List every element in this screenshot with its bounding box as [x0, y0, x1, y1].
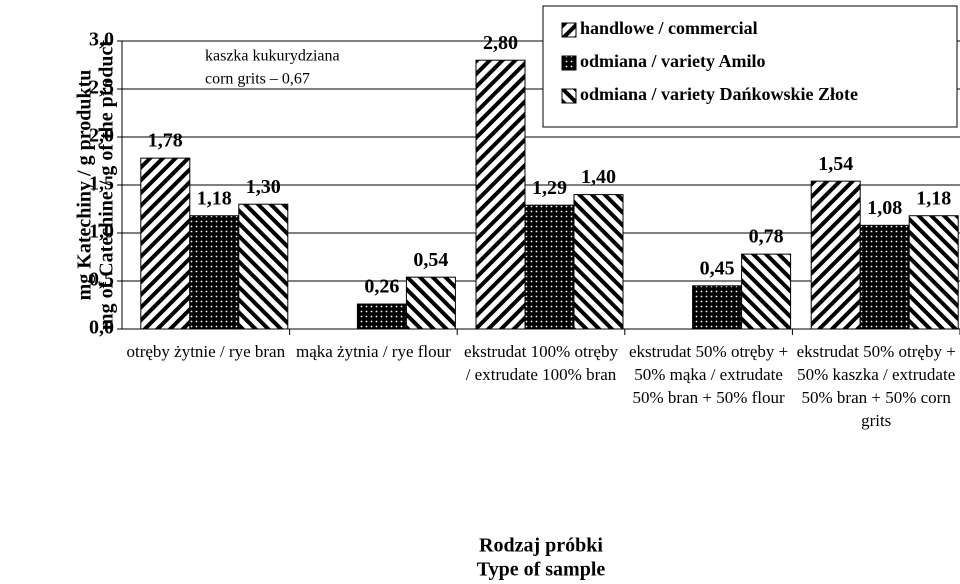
- bar: [524, 204, 575, 330]
- value-label: 1,08: [867, 197, 902, 219]
- legend-swatch: [561, 22, 577, 38]
- bar: [810, 180, 861, 330]
- y-tick-label: 2,5: [89, 77, 114, 99]
- legend-label: odmiana / variety Amilo: [580, 51, 766, 71]
- value-label: 0,54: [413, 249, 448, 271]
- bar: [573, 194, 624, 330]
- value-label: 0,45: [700, 257, 735, 279]
- x-tick-label: mąka żytnia / rye flour: [295, 342, 451, 361]
- y-tick-label: 0,5: [89, 269, 114, 291]
- bar: [405, 276, 456, 330]
- value-label: 1,78: [148, 130, 183, 152]
- annotation: kaszka kukurydziana corn grits – 0,67: [198, 45, 394, 88]
- bar: [356, 303, 407, 330]
- bar: [238, 203, 289, 330]
- value-label: 1,18: [916, 187, 951, 209]
- annotation-bg: [198, 45, 394, 85]
- y-axis-title: mg of Catechine / g of the product: [96, 40, 118, 330]
- value-label: 1,18: [197, 187, 232, 209]
- annotation-text: kaszka kukurydziana: [205, 48, 340, 65]
- y-tick-label: 1,5: [89, 173, 114, 195]
- bar: [475, 59, 526, 330]
- bar: [140, 157, 191, 330]
- x-axis-title: Rodzaj próbki: [479, 535, 603, 557]
- value-label: 1,29: [532, 177, 567, 199]
- bar: [189, 215, 240, 330]
- x-tick-label: ekstrudat 50% otręby + 50% mąka / extrud…: [628, 342, 789, 407]
- x-tick-label: ekstrudat 100% otręby / extrudate 100% b…: [464, 342, 618, 384]
- bar: [859, 224, 910, 330]
- legend-label: handlowe / commercial: [580, 18, 758, 38]
- legend-box: [542, 5, 958, 128]
- y-tick-label: 0,0: [89, 317, 114, 339]
- x-tick-label: ekstrudat 50% otręby + 50% kaszka / extr…: [796, 342, 956, 430]
- value-label: 1,30: [246, 176, 281, 198]
- annotation-text: corn grits – 0,67: [205, 71, 310, 88]
- value-label: 0,26: [364, 276, 399, 298]
- value-label: 0,78: [749, 226, 784, 248]
- legend-swatch: [561, 88, 577, 104]
- value-label: 2,80: [483, 32, 518, 54]
- legend: handlowe / commercial odmiana / variety A…: [542, 5, 958, 128]
- value-label: 1,40: [581, 166, 616, 188]
- x-axis-title: Type of sample: [477, 559, 606, 581]
- x-tick-label: otręby żytnie / rye bran: [126, 342, 286, 361]
- legend-label: odmiana / variety Dańkowskie Złote: [580, 84, 858, 104]
- y-tick-label: 3,0: [89, 29, 114, 51]
- y-tick-label: 2,0: [89, 125, 114, 147]
- bar: [741, 253, 792, 330]
- legend-swatch: [561, 55, 577, 71]
- value-label: 1,54: [818, 153, 853, 175]
- bar: [692, 285, 743, 330]
- y-tick-label: 1,0: [89, 221, 114, 243]
- bar: [908, 215, 959, 330]
- y-axis-title: mg Katechiny / g produktu: [74, 70, 96, 301]
